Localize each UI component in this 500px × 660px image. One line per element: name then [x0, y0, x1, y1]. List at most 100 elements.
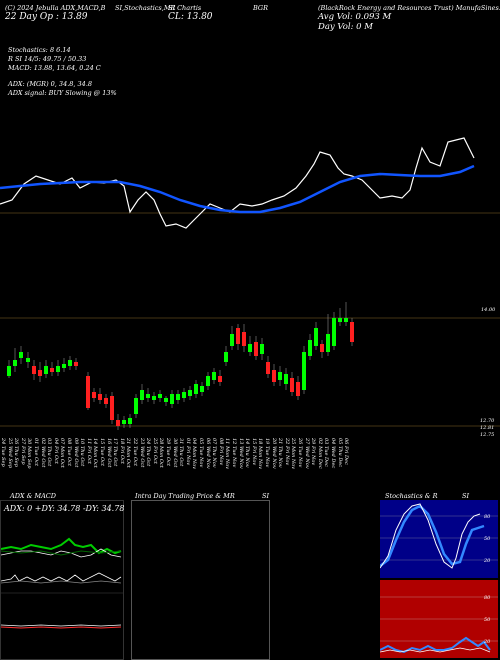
adx-panel-title: ADX & MACD	[10, 492, 56, 500]
x-axis-date-label: 18 Fri Oct	[118, 438, 125, 464]
candle-body	[92, 392, 96, 398]
adx-green-line	[1, 537, 122, 555]
candle-body	[236, 328, 240, 344]
stoch-level-50: 50	[484, 536, 491, 542]
x-axis-date-label: 19 Tue Nov	[264, 438, 270, 468]
x-axis-date-label: 20 Wed Nov	[270, 438, 277, 469]
rsi-level-80: 80	[484, 595, 491, 601]
stoch-readout: Stochastics: 8 6.14	[8, 46, 71, 54]
x-axis-date-label: 23 Wed Oct	[138, 438, 145, 468]
stoch-white-line	[380, 503, 481, 569]
x-axis-date-label: 30 Mon Sep	[26, 438, 33, 469]
macd-readout: MACD: 13.88, 13.64, 0.24 C	[8, 64, 101, 72]
x-axis-date-label: 25 Fri Oct	[151, 438, 158, 464]
candle-body	[140, 390, 144, 400]
adx-macd-panel: ADX: 0 +DY: 34.78 -DY: 34.78	[0, 500, 124, 660]
x-axis-date-label: 01 Fri Nov	[184, 438, 191, 466]
adx-white-line	[1, 548, 122, 558]
price-label-top: 14.00	[481, 307, 496, 313]
candle-body	[230, 334, 234, 346]
candlesticks	[7, 302, 354, 430]
candle-body	[194, 384, 198, 394]
x-axis-date-label: 21 Thu Nov	[277, 438, 284, 468]
candle-body	[13, 360, 17, 366]
candle-body	[188, 390, 192, 396]
candle-body	[19, 352, 23, 358]
macd-red-line	[1, 626, 122, 629]
candle-body	[338, 318, 342, 322]
candle-body	[308, 340, 312, 356]
intra-day-panel	[131, 500, 270, 660]
intra-panel-title: Intra Day Trading Price & MR	[135, 492, 235, 500]
stoch-blue-line	[380, 504, 485, 567]
x-axis-date-label: 01 Tue Oct	[33, 438, 39, 466]
x-axis-date-label: 24 Thu Oct	[145, 438, 152, 467]
x-axis-date-label: 06 Fri Dec	[343, 438, 350, 465]
intra-panel-si: SI	[262, 492, 270, 500]
header-copyright: (C) 2024 Jebulla ADX,MACD,B	[5, 4, 106, 12]
candle-body	[68, 360, 72, 366]
x-axis-date-label: 04 Mon Nov	[191, 438, 198, 470]
x-axis-date-label: 12 Tue Nov	[231, 438, 237, 468]
price-label-bottom2: 12.81	[480, 425, 495, 431]
x-axis-date-label: 18 Mon Nov	[257, 438, 264, 470]
x-axis-date-label: 14 Thu Nov	[244, 438, 251, 468]
x-axis-date-label: 31 Thu Oct	[178, 438, 185, 467]
macd-signal-line	[1, 624, 122, 627]
candle-body	[62, 364, 66, 368]
x-axis-date-label: 11 Mon Nov	[224, 438, 231, 470]
adx-macd-lines	[1, 537, 123, 629]
candle-body	[314, 328, 318, 346]
header-symbol: BGR	[253, 4, 268, 12]
candle-body	[266, 362, 270, 374]
candle-body	[116, 420, 120, 426]
x-axis-date-label: 15 Tue Oct	[99, 438, 105, 466]
candle-body	[260, 344, 264, 354]
candle-body	[332, 318, 336, 346]
adx-readout: ADX: (MGR) 0, 34.8, 34.8	[8, 80, 93, 88]
x-axis-date-label: 04 Wed Dec	[330, 438, 336, 469]
candle-body	[254, 342, 258, 356]
candle-body	[272, 370, 276, 382]
candle-body	[296, 382, 300, 396]
x-axis-date-label: 03 Thu Oct	[46, 438, 53, 467]
candle-body	[50, 368, 54, 372]
candle-body	[146, 394, 150, 398]
candle-body	[128, 418, 132, 424]
candle-body	[74, 362, 78, 366]
x-axis-date-label: 26 Thu Sep	[13, 438, 20, 467]
candle-body	[242, 332, 246, 346]
candle-body	[44, 366, 48, 374]
macd-gray-line	[1, 580, 122, 584]
x-axis-date-label: 24 Tue Sep	[0, 438, 6, 467]
price-label-bottom1: 12.70	[480, 418, 495, 424]
header-close: CL: 13.80	[168, 12, 213, 22]
x-axis-date-label: 02 Wed Oct	[39, 438, 46, 468]
blue-indicator-line	[0, 164, 475, 214]
rsi-blue-line	[380, 636, 491, 654]
candle-body	[170, 394, 174, 404]
header-indicators: SI,Stochastics,MR	[115, 4, 176, 12]
x-axis-date-label: 11 Fri Oct	[85, 438, 92, 464]
x-axis-date-label: 04 Fri Oct	[52, 438, 59, 464]
header-day-vol: Day Vol: 0 M	[318, 22, 373, 32]
candle-body	[38, 370, 42, 376]
x-axis-date-label: 14 Mon Oct	[92, 438, 99, 468]
candle-body	[326, 334, 330, 352]
header-avg-vol: Avg Vol: 0.093 M	[318, 12, 392, 22]
stoch-rsi-chart	[380, 500, 498, 658]
macd-white-line	[1, 572, 122, 582]
header-company: (BlackRock Energy and Resources Trust) M…	[318, 4, 500, 12]
candle-body	[7, 366, 11, 376]
x-axis-date-label: 22 Fri Nov	[283, 438, 290, 466]
adx-dark-green-line	[1, 550, 122, 556]
candle-body	[344, 318, 348, 322]
candle-body	[182, 392, 186, 398]
x-axis-date-label: 27 Fri Sep	[19, 438, 26, 465]
candle-body	[104, 398, 108, 404]
price-label-bottom3: 12.75	[480, 432, 495, 438]
x-axis-date-label: 02 Mon Dec	[316, 438, 323, 469]
adx-panel-values: ADX: 0 +DY: 34.78 -DY: 34.78	[4, 504, 125, 513]
candle-body	[32, 366, 36, 374]
x-axis-date-label: 06 Wed Nov	[204, 438, 211, 469]
